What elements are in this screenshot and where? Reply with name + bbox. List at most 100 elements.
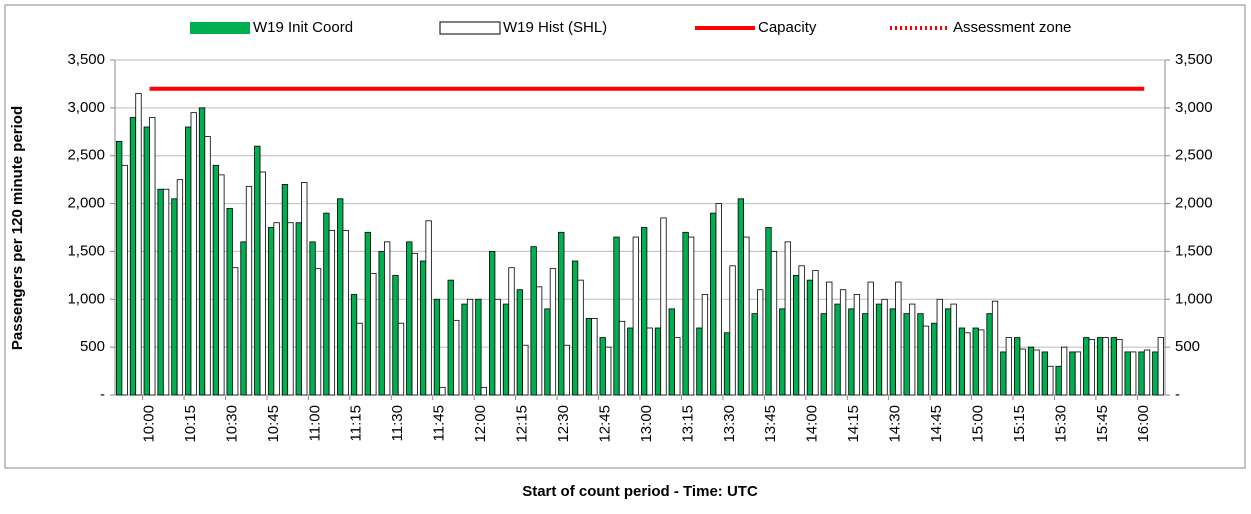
bar [605,346,612,396]
bar [646,327,653,396]
bar [668,308,675,396]
legend-label: W19 Init Coord [253,19,353,36]
bar [549,268,557,396]
x-tick-label: 12:30 [555,405,572,443]
x-tick-label: 13:45 [762,405,779,443]
bar [1074,351,1082,396]
bar [364,231,371,396]
bar [314,268,322,396]
y2-tick-label: 500 [1175,338,1200,355]
legend-swatch [439,21,501,35]
bar [839,289,847,396]
bar [654,327,662,396]
bar [1041,351,1048,396]
bar [862,313,869,396]
y2-tick-label: - [1175,386,1180,403]
bar [1088,339,1095,396]
bar [1000,351,1007,396]
y-tick-label: 500 [80,338,105,355]
bar [494,298,501,396]
x-tick-label: 15:00 [969,405,986,443]
bar [895,281,902,396]
bar [185,126,192,396]
bar [287,222,294,396]
bar [466,298,474,396]
bar [135,93,142,396]
bar [1096,337,1104,396]
bar [944,308,952,396]
x-tick-label: 12:00 [472,405,489,443]
x-tick-label: 14:15 [845,405,862,443]
bar [641,227,648,396]
bar [453,319,460,396]
bar [723,332,731,396]
bar [384,241,391,396]
bar [502,303,510,396]
bar [406,241,413,396]
bar [834,303,841,396]
bar [350,294,358,396]
y2-tick-label: 3,500 [1175,51,1213,68]
bar [433,298,441,396]
bar [267,227,275,396]
bar [743,236,750,396]
bar [397,322,405,396]
bar [1157,337,1164,396]
bar [245,185,253,396]
y-tick-label: 2,500 [67,147,105,164]
bar [820,313,827,396]
y-tick-label: - [100,386,105,403]
y2-tick-label: 2,000 [1175,195,1213,212]
bar [931,322,938,396]
bar [392,274,399,396]
bar [627,327,634,396]
bar [489,251,496,396]
bar [1055,365,1062,396]
x-tick-label: 15:30 [1052,405,1069,443]
bar [558,231,565,396]
bar [323,212,330,396]
bar [190,112,197,396]
x-tick-label: 12:45 [596,405,613,443]
y-tick-label: 3,500 [67,51,105,68]
bar [765,227,772,396]
x-axis-title: Start of count period - Time: UTC [522,483,758,500]
bar [715,203,722,396]
bar [149,117,156,396]
bar [1110,337,1118,396]
bar [660,217,667,396]
bar [226,207,233,396]
y-tick-label: 2,000 [67,195,105,212]
bar [121,164,128,396]
x-tick-label: 11:30 [389,405,406,441]
x-tick-label: 10:00 [141,405,158,443]
bar [1019,348,1026,396]
bar [342,229,349,396]
bar [687,236,695,396]
x-tick-label: 13:30 [721,405,738,443]
legend-label: Capacity [758,19,817,36]
bar [425,220,432,396]
bar [729,265,736,396]
bar [1060,346,1068,396]
x-tick-label: 14:45 [928,405,945,443]
x-tick-label: 11:00 [306,405,323,441]
bar [853,294,861,396]
bar [806,279,814,396]
x-tick-label: 13:00 [638,405,655,443]
bar [176,179,184,396]
bar [674,337,681,396]
bar [254,145,261,396]
bar [337,198,344,396]
x-tick-label: 11:45 [431,405,448,441]
bar [1116,339,1123,396]
bar [1152,351,1159,396]
x-tick-label: 14:30 [887,405,904,443]
bar [439,386,446,396]
bar [171,198,178,396]
bar [461,303,468,396]
y-axis-title: Passengers per 120 minute period [9,106,26,350]
bar [991,300,999,396]
bar [889,308,896,396]
